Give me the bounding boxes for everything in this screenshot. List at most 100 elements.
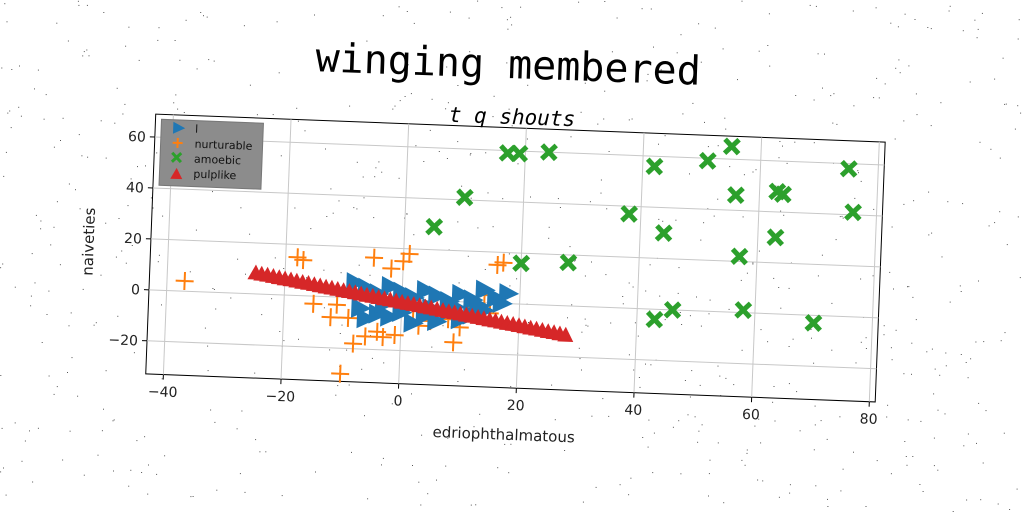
speckle-dot xyxy=(682,113,684,115)
speckle-dot xyxy=(412,465,413,466)
speckle-dot xyxy=(891,359,893,361)
speckle-dot xyxy=(391,403,393,405)
speckle-dot xyxy=(162,215,164,217)
speckle-dot xyxy=(502,198,504,200)
speckle-dot xyxy=(933,437,935,439)
speckle-dot xyxy=(470,153,472,154)
speckle-dot xyxy=(41,342,43,343)
speckle-dot xyxy=(116,87,118,89)
speckle-dot xyxy=(4,3,6,5)
speckle-dot xyxy=(913,200,915,202)
speckle-dot xyxy=(628,494,630,496)
speckle-dot xyxy=(631,118,633,120)
speckle-dot xyxy=(689,173,690,175)
speckle-dot xyxy=(1018,19,1020,21)
speckle-dot xyxy=(767,341,769,343)
speckle-dot xyxy=(10,127,12,129)
legend-entry-nurturable: nurturable xyxy=(172,138,253,153)
legend-entry-amoebic: amoebic xyxy=(170,151,241,167)
l-point xyxy=(380,306,401,327)
speckle-dot xyxy=(983,341,985,343)
speckle-dot xyxy=(678,267,680,269)
speckle-dot xyxy=(406,213,408,215)
legend-marker-pulplike xyxy=(170,167,183,180)
speckle-dot xyxy=(442,325,444,327)
speckle-dot xyxy=(340,272,342,274)
speckle-dot xyxy=(370,335,371,337)
speckle-dot xyxy=(853,451,854,453)
speckle-dot xyxy=(579,358,581,360)
speckle-dot xyxy=(570,136,572,138)
speckle-dot xyxy=(852,10,854,12)
speckle-dot xyxy=(974,19,976,21)
speckle-dot xyxy=(508,253,510,255)
speckle-dot xyxy=(813,142,815,144)
speckle-dot xyxy=(1000,340,1002,342)
speckle-dot xyxy=(493,95,495,97)
speckle-dot xyxy=(356,208,358,210)
speckle-dot xyxy=(280,155,282,157)
speckle-dot xyxy=(353,207,355,209)
speckle-dot xyxy=(581,331,583,333)
speckle-dot xyxy=(906,464,908,466)
speckle-dot xyxy=(164,455,166,457)
speckle-dot xyxy=(378,161,380,163)
speckle-dot xyxy=(517,163,519,165)
pulplike-point xyxy=(557,326,574,342)
speckle-dot xyxy=(1004,332,1006,334)
speckle-dot xyxy=(610,322,612,324)
grid-line-x xyxy=(280,119,292,380)
nurturable-point xyxy=(365,248,384,267)
speckle-dot xyxy=(278,72,280,74)
speckle-dot xyxy=(842,468,844,470)
l-point xyxy=(451,283,473,304)
speckle-dot xyxy=(792,338,794,340)
speckle-dot xyxy=(497,467,499,469)
speckle-dot xyxy=(830,95,832,97)
speckle-dot xyxy=(985,410,987,412)
l-point xyxy=(468,294,490,315)
speckle-dot xyxy=(799,430,801,432)
speckle-dot xyxy=(203,15,204,17)
speckle-dot xyxy=(897,26,899,28)
speckle-dot xyxy=(446,66,448,68)
speckle-dot xyxy=(45,94,47,96)
speckle-dot xyxy=(632,286,634,288)
speckle-dot xyxy=(977,28,979,30)
series-pulplike xyxy=(247,264,574,342)
speckle-dot xyxy=(962,203,964,205)
speckle-dot xyxy=(687,414,689,416)
speckle-dot xyxy=(330,188,332,190)
speckle-dot xyxy=(789,484,791,486)
speckle-dot xyxy=(587,325,589,327)
speckle-dot xyxy=(698,23,700,25)
speckle-dot xyxy=(245,273,246,275)
speckle-dot xyxy=(628,119,630,121)
speckle-dot xyxy=(557,198,559,200)
speckle-dot xyxy=(128,26,130,28)
speckle-dot xyxy=(207,370,209,372)
speckle-dot xyxy=(381,464,382,466)
speckle-dot xyxy=(814,424,816,426)
speckle-dot xyxy=(585,324,587,326)
legend-label-l: l xyxy=(195,123,199,136)
speckle-dot xyxy=(876,460,878,462)
speckle-dot xyxy=(697,441,699,443)
speckle-dot xyxy=(709,459,711,461)
speckle-dot xyxy=(811,337,812,339)
speckle-dot xyxy=(185,19,187,21)
speckle-dot xyxy=(447,437,449,439)
speckle-dot xyxy=(836,123,838,125)
speckle-dot xyxy=(276,21,278,23)
speckle-dot xyxy=(694,416,696,418)
speckle-dot xyxy=(261,314,263,316)
speckle-dot xyxy=(501,7,503,9)
speckle-dot xyxy=(827,506,829,507)
nurturable-point xyxy=(327,295,346,314)
speckle-dot xyxy=(468,17,470,19)
speckle-dot xyxy=(50,244,52,246)
speckle-dot xyxy=(584,318,586,320)
speckle-dot xyxy=(878,97,880,99)
speckle-dot xyxy=(997,503,999,505)
speckle-dot xyxy=(647,446,649,448)
